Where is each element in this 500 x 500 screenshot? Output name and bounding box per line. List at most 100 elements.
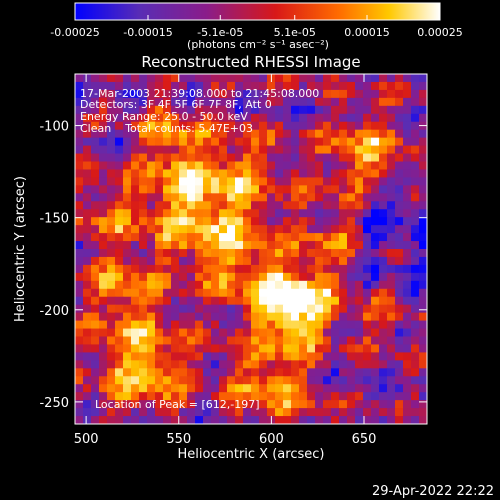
- heatmap-cell: [371, 272, 380, 282]
- heatmap-cell: [363, 400, 372, 409]
- heatmap-cell: [315, 241, 324, 250]
- heatmap-cell: [179, 201, 188, 210]
- heatmap-cell: [347, 368, 356, 377]
- heatmap-cell: [235, 320, 244, 330]
- heatmap-cell: [267, 304, 276, 314]
- heatmap-cell: [275, 376, 284, 385]
- heatmap-cell: [331, 288, 340, 298]
- heatmap-cell: [163, 288, 172, 298]
- heatmap-cell: [411, 185, 420, 194]
- heatmap-cell: [275, 217, 284, 226]
- heatmap-cell: [235, 137, 244, 147]
- heatmap-cell: [203, 272, 212, 282]
- heatmap-cell: [283, 336, 292, 346]
- heatmap-cell: [267, 400, 276, 409]
- heatmap-cell: [235, 256, 244, 266]
- heatmap-cell: [411, 209, 420, 218]
- heatmap-cell: [251, 280, 260, 290]
- heatmap-cell: [131, 392, 140, 401]
- heatmap-cell: [155, 392, 164, 401]
- heatmap-cell: [99, 400, 108, 409]
- heatmap-cell: [323, 320, 332, 330]
- heatmap-cell: [243, 249, 252, 258]
- heatmap-cell: [187, 113, 196, 123]
- heatmap-cell: [307, 74, 316, 83]
- heatmap-cell: [315, 408, 324, 417]
- heatmap-cell: [187, 408, 196, 417]
- heatmap-cell: [411, 312, 420, 322]
- heatmap-cell: [91, 169, 100, 178]
- heatmap-cell: [75, 233, 84, 242]
- heatmap-cell: [211, 344, 220, 353]
- heatmap-cell: [147, 416, 156, 424]
- heatmap-cell: [411, 121, 420, 131]
- heatmap-cell: [363, 360, 372, 369]
- heatmap-cell: [267, 185, 276, 194]
- heatmap-cell: [219, 209, 228, 218]
- heatmap-cell: [243, 177, 252, 186]
- heatmap-cell: [291, 360, 300, 369]
- heatmap-cell: [371, 97, 380, 107]
- heatmap-cell: [147, 320, 156, 330]
- heatmap-cell: [323, 89, 332, 99]
- heatmap-cell: [339, 153, 348, 163]
- heatmap-cell: [163, 169, 172, 178]
- heatmap-cell: [331, 185, 340, 194]
- heatmap-cell: [411, 137, 420, 147]
- heatmap-cell: [83, 296, 92, 306]
- heatmap-cell: [195, 113, 204, 123]
- heatmap-cell: [283, 74, 292, 83]
- heatmap-cell: [75, 320, 84, 330]
- heatmap-cell: [75, 105, 84, 115]
- heatmap-cell: [115, 233, 124, 242]
- heatmap-cell: [99, 121, 108, 131]
- heatmap-cell: [267, 81, 276, 91]
- heatmap-cell: [379, 177, 388, 186]
- heatmap-cell: [387, 225, 396, 234]
- heatmap-cell: [155, 288, 164, 298]
- heatmap-cell: [219, 241, 228, 250]
- heatmap-cell: [387, 121, 396, 131]
- heatmap-cell: [371, 384, 380, 393]
- heatmap-cell: [171, 121, 180, 131]
- heatmap-cell: [99, 225, 108, 234]
- heatmap-cell: [363, 376, 372, 385]
- heatmap-cell: [283, 384, 292, 393]
- heatmap-cell: [227, 416, 236, 424]
- heatmap-cell: [187, 304, 196, 314]
- heatmap-cell: [219, 352, 228, 361]
- heatmap-cell: [243, 209, 252, 218]
- heatmap-cell: [171, 312, 180, 322]
- heatmap-cell: [203, 129, 212, 139]
- heatmap-cell: [315, 153, 324, 163]
- heatmap-cell: [243, 376, 252, 385]
- heatmap-cell: [147, 233, 156, 242]
- heatmap-cell: [203, 304, 212, 314]
- heatmap-cell: [107, 304, 116, 314]
- heatmap-cell: [355, 89, 364, 99]
- heatmap-cell: [83, 344, 92, 353]
- heatmap-cell: [211, 74, 220, 83]
- heatmap-cell: [235, 376, 244, 385]
- heatmap-cell: [131, 328, 140, 338]
- heatmap-cell: [291, 344, 300, 353]
- heatmap-cell: [371, 225, 380, 234]
- heatmap-cell: [83, 376, 92, 385]
- heatmap-cell: [83, 264, 92, 274]
- heatmap-cell: [99, 137, 108, 147]
- heatmap-cell: [203, 137, 212, 147]
- heatmap-cell: [163, 225, 172, 234]
- heatmap-cell: [411, 384, 420, 393]
- heatmap-cell: [411, 280, 420, 290]
- heatmap-cell: [331, 408, 340, 417]
- heatmap-cell: [219, 137, 228, 147]
- heatmap-cell: [75, 241, 84, 250]
- heatmap-cell: [259, 280, 268, 290]
- heatmap-cell: [363, 272, 372, 282]
- heatmap-cell: [259, 336, 268, 346]
- heatmap-cell: [171, 81, 180, 91]
- heatmap-cell: [299, 360, 308, 369]
- heatmap-cell: [235, 177, 244, 186]
- heatmap-cell: [195, 304, 204, 314]
